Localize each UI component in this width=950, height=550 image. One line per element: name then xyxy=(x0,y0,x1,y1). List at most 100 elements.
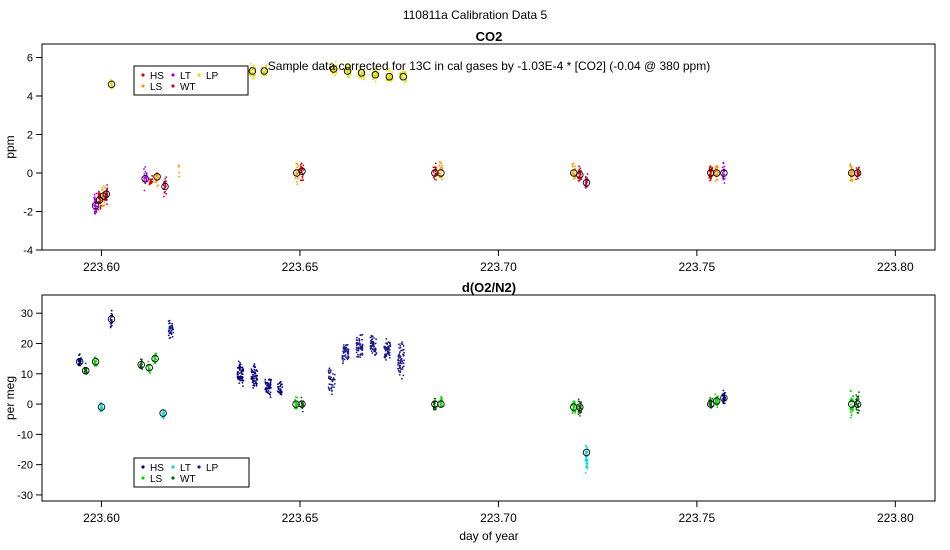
o2n2-point-hs xyxy=(255,385,258,387)
co2-point-lt xyxy=(143,189,146,192)
o2n2-point-lt xyxy=(585,464,588,467)
o2n2-point-lp xyxy=(400,368,402,371)
o2n2-point-lp xyxy=(327,370,330,372)
o2n2-point-lp xyxy=(401,368,404,370)
co2-legend-swatch-lp xyxy=(197,73,201,77)
co2-point-hs xyxy=(709,179,711,182)
o2n2-point-wt xyxy=(856,404,859,407)
o2n2-point-wt xyxy=(140,358,143,361)
co2-point-wt xyxy=(584,176,587,179)
co2-point-wt xyxy=(165,192,168,195)
o2n2-point-lp xyxy=(346,357,349,360)
o2n2-point-ls xyxy=(296,403,299,405)
o2n2-point-wt xyxy=(579,406,582,408)
co2-point-lt xyxy=(143,173,146,175)
co2-point-lt xyxy=(143,168,145,170)
o2n2-point-hs xyxy=(251,379,254,382)
co2-point-lt xyxy=(94,212,97,215)
o2n2-y-tick-label: 30 xyxy=(21,308,33,320)
o2n2-point-wt xyxy=(579,411,581,413)
o2n2-point-hs xyxy=(237,371,240,373)
co2-mean-marker xyxy=(437,169,445,177)
o2n2-point-ls xyxy=(572,405,575,408)
o2n2-point-ls xyxy=(441,404,443,407)
o2n2-point-lp xyxy=(169,331,172,334)
o2n2-point-hs xyxy=(252,375,254,377)
co2-mean-marker xyxy=(298,167,306,175)
co2-point-hs xyxy=(150,182,152,184)
co2-point-lp xyxy=(331,69,334,71)
co2-point-lp xyxy=(349,64,352,67)
co2-point-lt xyxy=(721,173,724,175)
co2-point-lp xyxy=(360,65,363,68)
o2n2-point-wt xyxy=(433,403,435,406)
o2n2-point-lp xyxy=(332,377,335,380)
co2-point-lt xyxy=(93,193,96,196)
o2n2-mean-marker xyxy=(712,397,721,405)
o2n2-point-hs xyxy=(264,383,267,385)
co2-point-lp xyxy=(249,63,252,65)
co2-y-axis-label: ppm xyxy=(3,135,17,158)
o2n2-point-ls xyxy=(849,398,852,401)
o2n2-point-lp xyxy=(397,357,400,359)
o2n2-point-lp xyxy=(372,344,375,347)
o2n2-point-lp xyxy=(385,355,387,358)
o2n2-point-lp xyxy=(170,333,173,336)
o2n2-point-lp xyxy=(371,338,374,341)
o2n2-point-hs xyxy=(250,377,253,380)
o2n2-point-lp xyxy=(383,345,386,348)
co2-point-lp xyxy=(110,79,112,81)
co2-point-wt xyxy=(106,191,108,194)
co2-point-hs xyxy=(99,207,102,210)
o2n2-point-lt xyxy=(585,460,588,462)
o2n2-point-lp xyxy=(109,317,112,319)
o2n2-point-lp xyxy=(361,352,364,355)
co2-mean-marker xyxy=(107,80,116,89)
o2n2-point-ls xyxy=(155,352,157,355)
o2n2-point-lp xyxy=(385,359,387,361)
o2n2-mean-marker xyxy=(97,403,106,411)
o2n2-point-lp xyxy=(331,389,333,392)
o2n2-legend-label-hs: HS xyxy=(150,463,164,474)
o2n2-point-hs xyxy=(78,360,81,363)
o2n2-point-hs xyxy=(722,389,725,392)
co2-point-ls xyxy=(297,165,300,167)
co2-point-hs xyxy=(151,178,154,181)
co2-mean-marker xyxy=(371,71,380,79)
o2n2-point-lp xyxy=(359,348,362,350)
o2n2-point-lp xyxy=(356,342,359,344)
co2-legend-label-lp: LP xyxy=(206,71,219,82)
o2n2-point-hs xyxy=(250,368,253,371)
o2n2-point-ls xyxy=(714,393,717,395)
o2n2-point-wt xyxy=(85,368,88,371)
o2n2-mean-marker xyxy=(437,400,445,408)
o2n2-point-lp xyxy=(373,337,375,339)
o2n2-x-tick-label: 223.80 xyxy=(877,511,914,525)
co2-point-ls xyxy=(156,171,158,174)
co2-point-lt xyxy=(722,176,724,179)
o2n2-point-lt xyxy=(584,455,587,458)
o2n2-point-hs xyxy=(269,396,272,398)
o2n2-point-hs xyxy=(238,376,241,378)
co2-point-hs xyxy=(855,178,857,181)
o2n2-point-wt xyxy=(855,403,858,405)
co2-legend-label-hs: HS xyxy=(150,71,164,82)
o2n2-point-lt xyxy=(584,452,587,455)
co2-point-ls xyxy=(441,168,444,170)
co2-point-lt xyxy=(722,161,725,164)
o2n2-point-lp xyxy=(371,335,374,338)
co2-point-hs xyxy=(435,166,437,169)
co2-point-ls xyxy=(715,178,718,181)
co2-point-lt xyxy=(93,197,96,199)
o2n2-point-ls xyxy=(439,402,442,404)
o2n2-point-lp xyxy=(400,343,403,345)
co2-point-lp xyxy=(111,87,113,90)
co2-mean-marker xyxy=(248,67,257,75)
co2-point-hs xyxy=(580,178,583,181)
o2n2-point-hs xyxy=(236,373,239,375)
co2-y-tick-label: 0 xyxy=(27,168,33,180)
co2-point-lp xyxy=(251,77,254,80)
o2n2-point-hs xyxy=(242,385,244,387)
co2-point-lt xyxy=(95,192,98,195)
co2-legend-swatch-hs xyxy=(141,73,145,77)
